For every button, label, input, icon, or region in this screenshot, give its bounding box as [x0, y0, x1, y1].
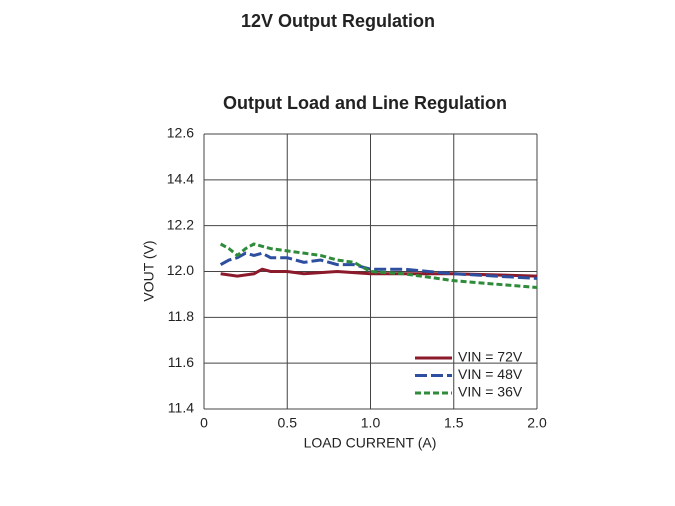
x-tick-label: 0.5: [278, 415, 298, 431]
x-axis-label: LOAD CURRENT (A): [304, 435, 437, 451]
y-tick-label: 12.6: [167, 125, 194, 141]
y-tick-label: 11.4: [168, 400, 194, 416]
legend-label: VIN = 72V: [458, 349, 523, 365]
series-line: [219, 242, 538, 290]
y-tick-label: 12.0: [167, 262, 194, 278]
y-tick-label: 14.4: [167, 171, 194, 187]
x-tick-label: 1.5: [444, 415, 464, 431]
y-tick-label: 11.6: [168, 354, 194, 370]
series-line: [219, 251, 538, 280]
slide-title: 12V Output Regulation: [241, 11, 435, 31]
chart-title: Output Load and Line Regulation: [223, 93, 507, 113]
legend-label: VIN = 48V: [458, 366, 523, 382]
y-tick-label: 12.2: [167, 216, 194, 232]
x-tick-label: 1.0: [361, 415, 381, 431]
y-axis-label: VOUT (V): [141, 240, 157, 301]
x-tick-label: 0: [200, 415, 208, 431]
legend-label: VIN = 36V: [458, 384, 523, 400]
y-tick-label: 11.8: [168, 308, 194, 324]
x-tick-label: 2.0: [527, 415, 547, 431]
